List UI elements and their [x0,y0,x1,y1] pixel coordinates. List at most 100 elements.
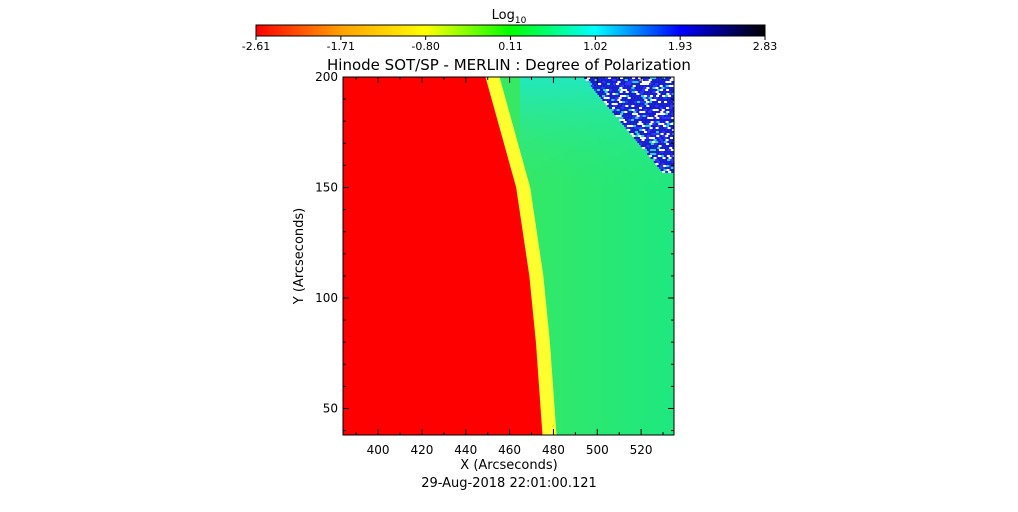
noise-pixel [659,117,663,119]
noise-pixel [623,125,627,127]
noise-pixel [646,105,650,107]
noise-pixel [600,79,604,81]
noise-pixel [663,115,667,117]
noise-pixel [640,105,644,107]
noise-pixel [634,109,638,111]
noise-pixel [656,143,660,145]
x-axis-label: X (Arcseconds) [460,458,557,473]
noise-pixel [664,105,668,107]
noise-pixel [639,107,643,109]
noise-pixel [644,77,648,79]
noise-pixel [666,165,670,167]
x-tick-label: 520 [630,443,653,457]
noise-pixel [671,113,674,115]
noise-pixel [627,97,631,99]
noise-pixel [617,113,621,115]
noise-pixel [663,79,667,81]
noise-pixel [648,107,652,109]
noise-pixel [672,129,674,131]
noise-pixel [664,131,668,133]
noise-pixel [665,135,669,137]
noise-pixel [666,151,670,153]
noise-pixel [648,111,652,113]
noise-pixel [669,97,673,99]
noise-pixel [641,99,645,101]
noise-pixel [659,99,663,101]
noise-pixel [647,113,651,115]
noise-pixel [642,111,646,113]
noise-pixel [652,105,656,107]
noise-pixel [641,95,645,97]
noise-pixel [644,117,648,119]
noise-pixel [633,115,637,117]
noise-pixel [626,99,630,101]
noise-pixel [667,167,671,169]
noise-pixel [649,87,653,89]
noise-pixel [668,95,672,97]
noise-pixel [619,87,623,89]
noise-pixel [605,99,609,101]
noise-pixel [665,99,669,101]
noise-pixel [655,91,659,93]
noise-pixel [648,155,652,157]
noise-pixel [611,103,615,105]
noise-pixel [609,79,613,81]
noise-pixel [649,123,653,125]
noise-pixel [614,113,618,115]
noise-pixel [631,119,635,121]
noise-region [584,77,674,173]
noise-pixel [655,87,659,89]
noise-pixel [664,109,668,111]
noise-pixel [606,93,610,95]
noise-pixel [667,109,671,111]
noise-pixel [647,81,651,83]
noise-pixel [636,89,640,91]
noise-pixel [648,115,652,117]
noise-pixel [619,109,623,111]
noise-pixel [650,95,654,97]
noise-pixel [617,117,621,119]
noise-pixel [665,117,669,119]
noise-pixel [668,135,672,137]
noise-pixel [668,143,672,145]
noise-pixel [631,109,635,111]
noise-pixel [616,109,620,111]
noise-pixel [663,129,667,131]
noise-pixel [638,81,642,83]
noise-pixel [660,147,664,149]
noise-pixel [643,87,647,89]
noise-pixel [648,147,652,149]
noise-pixel [650,153,654,155]
noise-pixel [599,77,603,79]
noise-pixel [636,79,640,81]
noise-pixel [610,87,614,89]
noise-pixel [660,165,664,167]
noise-pixel [667,141,671,143]
heatmap-image [343,77,674,435]
noise-pixel [623,85,627,87]
noise-pixel [615,115,619,117]
noise-pixel [593,77,597,79]
noise-pixel [603,89,607,91]
noise-pixel [645,107,649,109]
noise-pixel [646,91,650,93]
noise-pixel [646,109,650,111]
noise-pixel [628,87,632,89]
noise-pixel [672,79,674,81]
noise-pixel [623,99,627,101]
noise-pixel [660,151,664,153]
noise-pixel [632,99,636,101]
noise-pixel [671,77,674,79]
noise-pixel [664,127,668,129]
noise-pixel [627,93,631,95]
noise-pixel [649,149,653,151]
noise-pixel [635,77,639,79]
noise-pixel [658,127,662,129]
noise-pixel [644,95,648,97]
noise-pixel [612,93,616,95]
noise-pixel [644,81,648,83]
noise-pixel [614,95,618,97]
noise-pixel [661,87,665,89]
noise-pixel [647,85,651,87]
noise-pixel [630,129,634,131]
